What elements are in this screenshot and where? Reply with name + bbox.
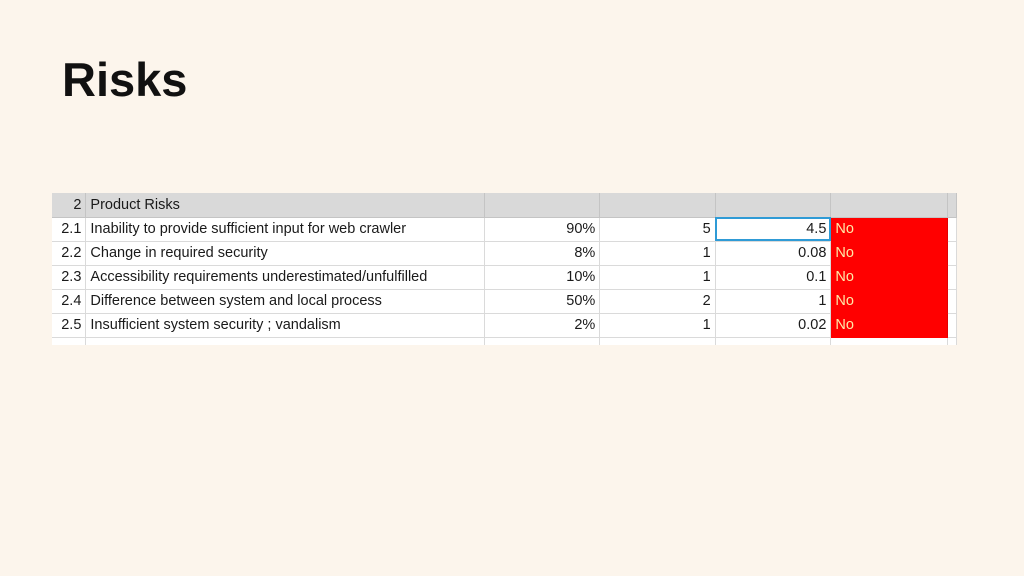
- impact-cell[interactable]: 5: [599, 217, 716, 242]
- empty-cell[interactable]: [715, 337, 832, 345]
- risk-description-cell[interactable]: Difference between system and local proc…: [85, 289, 485, 314]
- header-empty-cell[interactable]: [715, 193, 832, 218]
- risk-id-cell[interactable]: 2.5: [52, 313, 87, 338]
- probability-cell[interactable]: 10%: [484, 265, 601, 290]
- header-label-cell[interactable]: Product Risks: [85, 193, 485, 218]
- table-row: 2.1 Inability to provide sufficient input…: [52, 217, 957, 242]
- header-empty-cell[interactable]: [830, 193, 948, 218]
- risk-score-cell[interactable]: 1: [715, 289, 832, 314]
- probability-cell[interactable]: 90%: [484, 217, 601, 242]
- probability-cell[interactable]: 2%: [484, 313, 601, 338]
- empty-cell[interactable]: [52, 337, 87, 345]
- empty-cell[interactable]: [830, 337, 948, 345]
- header-empty-cell[interactable]: [599, 193, 716, 218]
- probability-cell[interactable]: 8%: [484, 241, 601, 266]
- risk-score-cell[interactable]: 0.08: [715, 241, 832, 266]
- risk-id-cell[interactable]: 2.1: [52, 217, 87, 242]
- empty-row: [52, 337, 957, 345]
- header-id-cell[interactable]: 2: [52, 193, 87, 218]
- impact-cell[interactable]: 1: [599, 241, 716, 266]
- header-row: 2 Product Risks: [52, 193, 957, 218]
- status-cell[interactable]: No: [830, 313, 948, 338]
- impact-cell[interactable]: 1: [599, 265, 716, 290]
- empty-cell[interactable]: [484, 337, 601, 345]
- risk-description-cell[interactable]: Insufficient system security ; vandalism: [85, 313, 485, 338]
- risk-score-cell-selected[interactable]: 4.5: [715, 217, 832, 242]
- status-cell[interactable]: No: [830, 217, 948, 242]
- status-cell[interactable]: No: [830, 289, 948, 314]
- risk-description-cell[interactable]: Accessibility requirements underestimate…: [85, 265, 485, 290]
- risk-description-cell[interactable]: Change in required security: [85, 241, 485, 266]
- table-row: 2.4 Difference between system and local p…: [52, 289, 957, 314]
- risk-id-cell[interactable]: 2.3: [52, 265, 87, 290]
- row-edge-cell: [947, 265, 957, 290]
- empty-cell: [947, 337, 957, 345]
- row-edge-cell: [947, 289, 957, 314]
- table-row: 2.2 Change in required security 8% 1 0.08 No: [52, 241, 957, 266]
- slide-title: Risks: [62, 53, 188, 106]
- status-cell[interactable]: No: [830, 265, 948, 290]
- risk-id-cell[interactable]: 2.4: [52, 289, 87, 314]
- risk-table-body: 2 Product Risks 2.1 Inability to provide …: [52, 193, 957, 345]
- status-cell[interactable]: No: [830, 241, 948, 266]
- risk-description-cell[interactable]: Inability to provide sufficient input fo…: [85, 217, 485, 242]
- row-edge-cell: [947, 241, 957, 266]
- probability-cell[interactable]: 50%: [484, 289, 601, 314]
- empty-cell[interactable]: [85, 337, 485, 345]
- risk-spreadsheet: 2 Product Risks 2.1 Inability to provide …: [52, 193, 957, 345]
- header-edge-cell: [947, 193, 957, 218]
- risk-score-cell[interactable]: 0.1: [715, 265, 832, 290]
- table-row: 2.3 Accessibility requirements underestim…: [52, 265, 957, 290]
- empty-cell[interactable]: [599, 337, 716, 345]
- table-row: 2.5 Insufficient system security ; vandal…: [52, 313, 957, 338]
- row-edge-cell: [947, 313, 957, 338]
- header-empty-cell[interactable]: [484, 193, 601, 218]
- row-edge-cell: [947, 217, 957, 242]
- impact-cell[interactable]: 1: [599, 313, 716, 338]
- risk-score-cell[interactable]: 0.02: [715, 313, 832, 338]
- risk-id-cell[interactable]: 2.2: [52, 241, 87, 266]
- risk-table: 2 Product Risks 2.1 Inability to provide …: [52, 193, 957, 345]
- impact-cell[interactable]: 2: [599, 289, 716, 314]
